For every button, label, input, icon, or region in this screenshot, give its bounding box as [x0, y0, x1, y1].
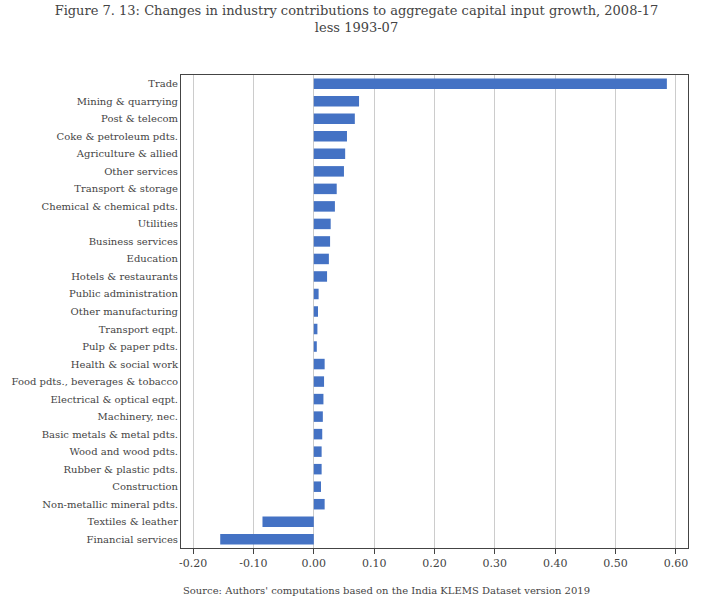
svg-text:Hotels & restaurants: Hotels & restaurants: [71, 271, 178, 282]
svg-text:Construction: Construction: [112, 481, 178, 492]
svg-text:Business services: Business services: [89, 236, 178, 247]
svg-text:Public administration: Public administration: [69, 288, 179, 299]
svg-text:Transport eqpt.: Transport eqpt.: [99, 324, 178, 335]
svg-text:-0.20: -0.20: [179, 557, 207, 570]
svg-text:Basic metals & metal pdts.: Basic metals & metal pdts.: [42, 429, 178, 440]
svg-text:Other manufacturing: Other manufacturing: [71, 306, 179, 317]
svg-text:0.60: 0.60: [664, 557, 689, 570]
svg-text:-0.10: -0.10: [239, 557, 267, 570]
svg-text:0.40: 0.40: [543, 557, 568, 570]
svg-text:0.20: 0.20: [422, 557, 447, 570]
svg-text:Figure 7. 13: Changes in indus: Figure 7. 13: Changes in industry contri…: [55, 3, 659, 35]
svg-text:Trade: Trade: [148, 78, 178, 89]
svg-text:Rubber & plastic pdts.: Rubber & plastic pdts.: [63, 464, 178, 475]
svg-text:Agriculture & allied: Agriculture & allied: [76, 148, 179, 159]
svg-text:Health & social work: Health & social work: [71, 359, 179, 370]
svg-text:0.10: 0.10: [362, 557, 387, 570]
svg-text:Other services: Other services: [104, 166, 178, 177]
svg-text:Wood and wood pdts.: Wood and wood pdts.: [69, 446, 178, 457]
svg-text:Pulp & paper pdts.: Pulp & paper pdts.: [82, 341, 178, 352]
svg-text:Mining & quarrying: Mining & quarrying: [77, 96, 179, 107]
svg-text:Electrical & optical eqpt.: Electrical & optical eqpt.: [50, 394, 178, 405]
svg-text:Transport & storage: Transport & storage: [74, 183, 178, 194]
svg-text:Non-metallic mineral pdts.: Non-metallic mineral pdts.: [42, 499, 178, 510]
svg-text:Financial services: Financial services: [87, 534, 178, 545]
svg-text:Utilities: Utilities: [138, 218, 178, 229]
svg-text:Coke & petroleum pdts.: Coke & petroleum pdts.: [57, 131, 178, 142]
svg-text:Food pdts., beverages & tobacc: Food pdts., beverages & tobacco: [12, 376, 178, 387]
svg-text:Chemical & chemical pdts.: Chemical & chemical pdts.: [42, 201, 178, 212]
svg-text:Education: Education: [127, 253, 179, 264]
svg-text:0.30: 0.30: [483, 557, 508, 570]
svg-text:0.00: 0.00: [302, 557, 327, 570]
svg-text:Source: Authors' computations: Source: Authors' computations based on t…: [183, 585, 590, 596]
svg-text:Textiles & leather: Textiles & leather: [88, 516, 179, 527]
svg-text:0.50: 0.50: [603, 557, 628, 570]
svg-text:Machinery, nec.: Machinery, nec.: [98, 411, 178, 422]
svg-text:Post & telecom: Post & telecom: [101, 113, 178, 124]
